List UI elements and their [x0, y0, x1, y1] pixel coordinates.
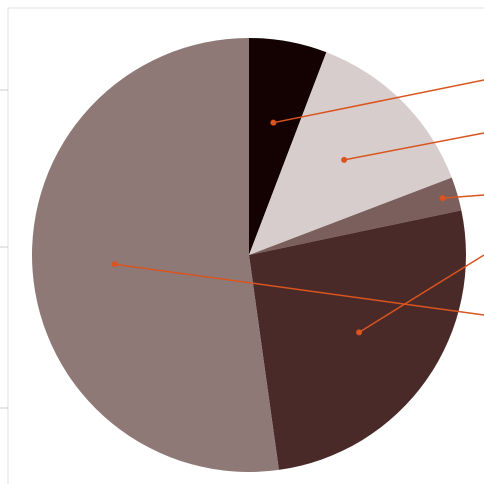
leader-dot [356, 329, 363, 336]
leader-dot [270, 119, 277, 126]
leader-line [114, 263, 484, 316]
leader-line [358, 254, 484, 333]
pie-slice [249, 52, 452, 256]
leader-dot [341, 156, 348, 163]
leader-line [273, 79, 484, 124]
pie-slice [31, 38, 279, 473]
pie-slice [249, 177, 462, 255]
pie [31, 38, 466, 473]
pie-slice [249, 210, 466, 470]
leader-line [442, 194, 484, 199]
leader-dot [439, 195, 446, 202]
leader-dot [111, 261, 118, 268]
leaders [111, 79, 484, 336]
pie-slice [249, 38, 327, 255]
leader-line [343, 132, 484, 161]
